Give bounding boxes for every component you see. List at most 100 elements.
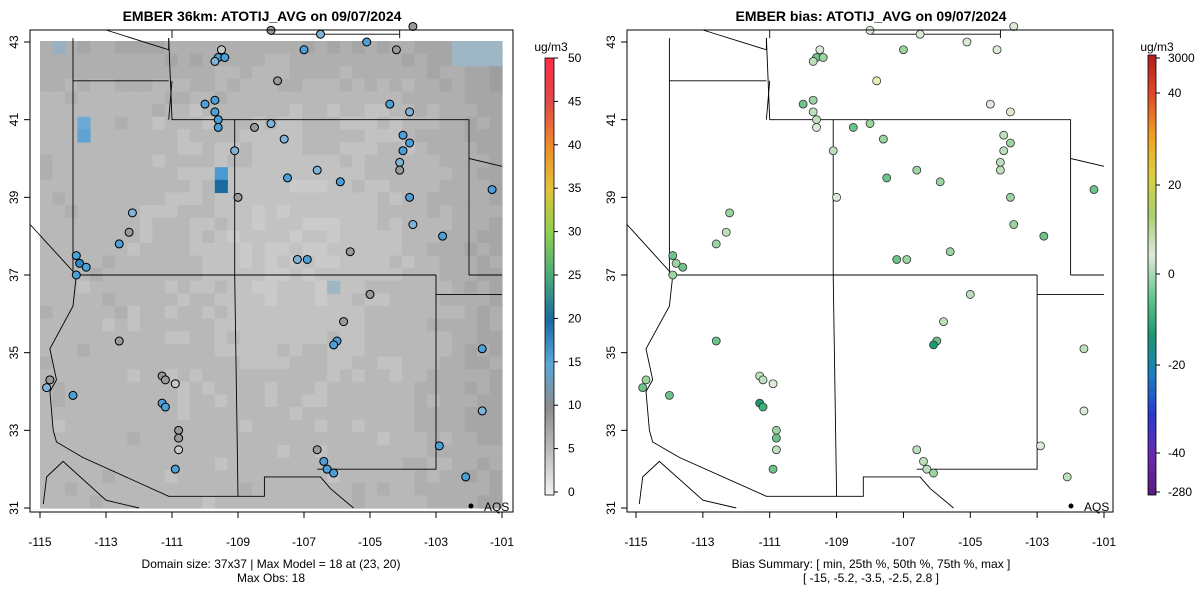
heatmap-cell — [152, 116, 166, 130]
heatmap-cell — [389, 356, 403, 370]
heatmap-cell — [364, 91, 378, 105]
heatmap-cell — [227, 167, 241, 181]
heatmap-cell — [177, 230, 191, 244]
y-tick-label: 39 — [604, 190, 618, 204]
heatmap-cell — [277, 66, 291, 80]
colorbar-tick-label: 40 — [568, 138, 582, 152]
heatmap-cell — [52, 495, 66, 509]
bias-site — [721, 227, 731, 237]
heatmap-cell — [77, 381, 91, 396]
heatmap-cell — [239, 444, 253, 459]
heatmap-cell — [114, 293, 129, 307]
heatmap-cell — [414, 356, 428, 370]
heatmap-cell — [314, 78, 328, 93]
heatmap-cell — [102, 293, 116, 307]
heatmap-cell — [177, 78, 191, 93]
heatmap-cell — [452, 444, 466, 459]
heatmap-cell — [327, 53, 341, 67]
heatmap-cell — [77, 41, 91, 55]
heatmap-cell — [239, 205, 253, 219]
heatmap-cell — [227, 242, 241, 257]
bias-site — [912, 445, 922, 455]
heatmap-cell — [214, 419, 228, 433]
state-border — [626, 224, 954, 509]
aqs-site — [127, 208, 137, 218]
heatmap-cell — [277, 293, 291, 307]
heatmap-cell — [439, 432, 453, 446]
heatmap-cell — [427, 394, 441, 408]
heatmap-cell — [177, 343, 191, 358]
heatmap-cell — [152, 41, 166, 55]
heatmap-cell — [464, 293, 478, 307]
heatmap-cell — [289, 394, 303, 408]
heatmap-cell — [152, 66, 166, 80]
heatmap-cell — [127, 280, 141, 295]
heatmap-cell — [227, 470, 241, 484]
heatmap-cell — [89, 495, 104, 509]
heatmap-cell — [414, 129, 428, 143]
heatmap-cell — [64, 167, 79, 181]
heatmap-cell — [139, 78, 153, 93]
aqs-site — [210, 107, 220, 117]
heatmap-cell — [289, 154, 303, 168]
heatmap-cell — [452, 41, 466, 55]
x-tick-label: -107 — [891, 535, 915, 549]
heatmap-cell — [40, 167, 54, 181]
heatmap-cell — [327, 141, 341, 156]
heatmap-cell — [477, 318, 491, 332]
heatmap-cell — [202, 369, 216, 383]
heatmap-cell — [452, 470, 466, 484]
heatmap-cell — [152, 356, 166, 370]
heatmap-cell — [189, 129, 203, 143]
heatmap-cell — [40, 318, 54, 332]
heatmap-cell — [252, 41, 266, 55]
heatmap-cell — [189, 192, 203, 206]
heatmap-cell — [102, 306, 116, 320]
heatmap-cell — [239, 394, 253, 408]
heatmap-cell — [252, 457, 266, 471]
heatmap-cell — [252, 495, 266, 509]
heatmap-cell — [327, 41, 341, 55]
heatmap-cell — [89, 78, 104, 93]
heatmap-cell — [427, 482, 441, 496]
heatmap-cell — [327, 495, 341, 509]
heatmap-cell — [114, 91, 129, 105]
heatmap-cell — [252, 167, 266, 181]
heatmap-cell — [477, 457, 491, 471]
heatmap-cell — [414, 41, 428, 55]
aqs-site — [220, 53, 230, 63]
heatmap-cell — [377, 167, 391, 181]
heatmap-cell — [327, 230, 341, 244]
aqs-site — [329, 340, 339, 350]
heatmap-cell — [289, 444, 303, 459]
heatmap-cell — [152, 457, 166, 471]
heatmap-cell — [402, 293, 416, 307]
heatmap-cell — [427, 78, 441, 93]
heatmap-cell — [402, 318, 416, 332]
heatmap-cell — [164, 343, 178, 358]
heatmap-cell — [252, 444, 266, 459]
heatmap-cell — [302, 53, 316, 67]
heatmap-cell — [427, 306, 441, 320]
heatmap-cell — [477, 192, 491, 206]
bias-site — [758, 375, 768, 385]
heatmap-cell — [89, 154, 104, 168]
heatmap-cell — [289, 482, 303, 496]
aqs-site — [273, 76, 283, 86]
heatmap-cell — [377, 192, 391, 206]
heatmap-cell — [427, 457, 441, 471]
heatmap-cell — [439, 268, 453, 282]
heatmap-cell — [139, 331, 153, 345]
heatmap-cell — [477, 242, 491, 257]
heatmap-cell — [152, 192, 166, 206]
heatmap-cell — [52, 230, 66, 244]
heatmap-cell — [214, 482, 228, 496]
heatmap-cell — [177, 205, 191, 219]
heatmap-cell — [339, 293, 353, 307]
heatmap-cell — [227, 129, 241, 143]
aqs-site — [395, 157, 405, 167]
heatmap-cell — [52, 66, 66, 80]
heatmap-cell — [252, 129, 266, 143]
heatmap-cell — [489, 255, 503, 269]
heatmap-cell — [427, 116, 441, 130]
